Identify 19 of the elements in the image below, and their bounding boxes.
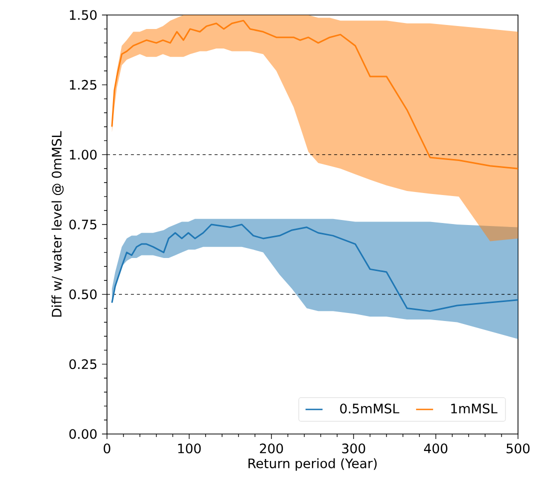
y-tick-label: 1.25 — [70, 80, 96, 90]
y-tick-label: 0.50 — [69, 289, 97, 300]
x-tick-label: 200 — [260, 444, 283, 454]
y-tick-label: 1.00 — [70, 150, 97, 160]
y-tick-label: 0.25 — [69, 359, 96, 370]
line-series — [111, 20, 518, 170]
x-tick-label: 300 — [342, 444, 366, 454]
x-tick-label: 500 — [506, 444, 530, 454]
x-axis-title: Return period (Year) — [248, 458, 377, 471]
x-tick-label: 100 — [178, 444, 201, 454]
y-axis-title: Diff w/ water level @ 0mMSL — [52, 131, 64, 317]
x-tick-label: 0 — [104, 444, 110, 454]
x-tick-label: 400 — [424, 444, 448, 454]
line-series — [111, 224, 518, 312]
y-tick-label: 1.50 — [70, 10, 97, 20]
y-tick-label: 0.00 — [69, 429, 97, 439]
y-tick-label: 0.75 — [69, 220, 96, 230]
legend-label: 0.5mMSL — [340, 404, 400, 414]
legend-label: 1mMSL — [451, 404, 498, 414]
